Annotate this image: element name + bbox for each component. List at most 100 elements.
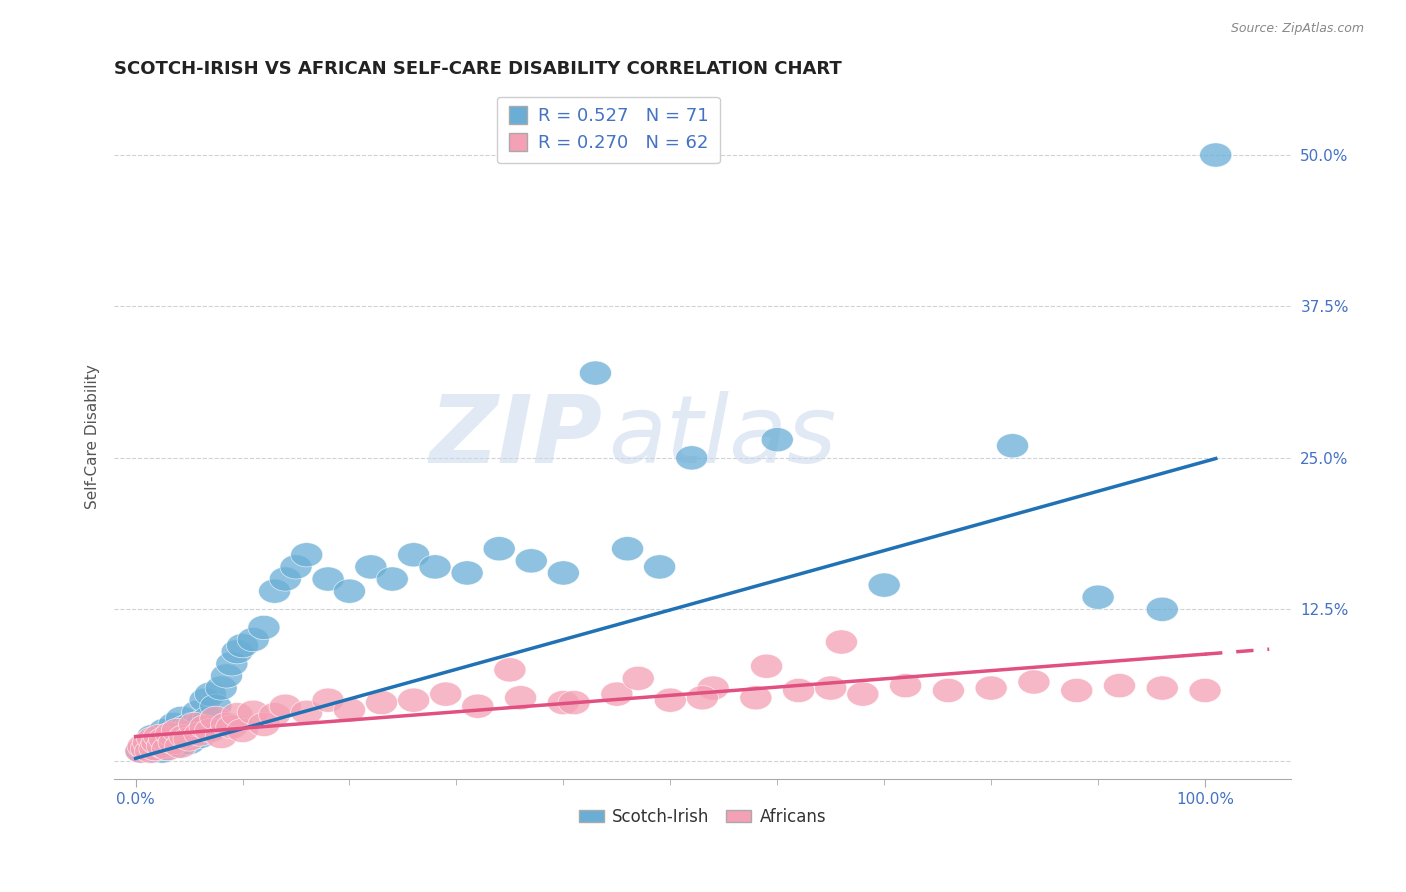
Ellipse shape bbox=[162, 718, 194, 742]
Ellipse shape bbox=[139, 734, 172, 758]
Ellipse shape bbox=[186, 710, 218, 734]
Ellipse shape bbox=[149, 727, 180, 751]
Ellipse shape bbox=[825, 630, 858, 654]
Y-axis label: Self-Care Disability: Self-Care Disability bbox=[86, 364, 100, 509]
Ellipse shape bbox=[398, 688, 430, 713]
Ellipse shape bbox=[890, 673, 922, 698]
Ellipse shape bbox=[134, 731, 166, 755]
Ellipse shape bbox=[676, 446, 707, 470]
Ellipse shape bbox=[997, 434, 1029, 458]
Ellipse shape bbox=[270, 567, 301, 591]
Ellipse shape bbox=[143, 734, 176, 758]
Ellipse shape bbox=[547, 690, 579, 714]
Ellipse shape bbox=[238, 627, 270, 652]
Ellipse shape bbox=[215, 652, 247, 676]
Ellipse shape bbox=[814, 676, 846, 700]
Ellipse shape bbox=[146, 739, 179, 764]
Ellipse shape bbox=[740, 686, 772, 710]
Ellipse shape bbox=[181, 700, 214, 724]
Text: atlas: atlas bbox=[609, 392, 837, 483]
Ellipse shape bbox=[157, 713, 190, 737]
Ellipse shape bbox=[142, 731, 174, 755]
Ellipse shape bbox=[505, 686, 537, 710]
Ellipse shape bbox=[149, 718, 180, 742]
Ellipse shape bbox=[167, 724, 200, 748]
Ellipse shape bbox=[128, 737, 160, 761]
Ellipse shape bbox=[160, 734, 193, 758]
Ellipse shape bbox=[194, 682, 226, 706]
Ellipse shape bbox=[125, 739, 157, 764]
Ellipse shape bbox=[280, 555, 312, 579]
Ellipse shape bbox=[259, 703, 291, 727]
Ellipse shape bbox=[558, 690, 591, 714]
Ellipse shape bbox=[152, 727, 184, 751]
Ellipse shape bbox=[515, 549, 547, 573]
Ellipse shape bbox=[333, 579, 366, 603]
Ellipse shape bbox=[654, 688, 686, 713]
Ellipse shape bbox=[211, 713, 242, 737]
Ellipse shape bbox=[135, 739, 166, 764]
Ellipse shape bbox=[136, 727, 169, 751]
Ellipse shape bbox=[1018, 670, 1050, 694]
Ellipse shape bbox=[612, 537, 644, 561]
Ellipse shape bbox=[200, 694, 232, 718]
Ellipse shape bbox=[157, 731, 190, 755]
Ellipse shape bbox=[132, 739, 165, 764]
Ellipse shape bbox=[165, 727, 197, 751]
Text: SCOTCH-IRISH VS AFRICAN SELF-CARE DISABILITY CORRELATION CHART: SCOTCH-IRISH VS AFRICAN SELF-CARE DISABI… bbox=[114, 60, 842, 78]
Ellipse shape bbox=[461, 694, 494, 718]
Ellipse shape bbox=[312, 567, 344, 591]
Ellipse shape bbox=[312, 688, 344, 713]
Ellipse shape bbox=[176, 713, 207, 737]
Ellipse shape bbox=[247, 615, 280, 640]
Ellipse shape bbox=[173, 731, 205, 755]
Ellipse shape bbox=[1083, 585, 1114, 609]
Ellipse shape bbox=[600, 682, 633, 706]
Ellipse shape bbox=[226, 718, 259, 742]
Ellipse shape bbox=[153, 734, 184, 758]
Ellipse shape bbox=[125, 739, 157, 764]
Ellipse shape bbox=[141, 731, 173, 755]
Ellipse shape bbox=[162, 718, 194, 742]
Ellipse shape bbox=[141, 737, 173, 761]
Ellipse shape bbox=[145, 724, 176, 748]
Ellipse shape bbox=[751, 654, 783, 678]
Ellipse shape bbox=[132, 731, 165, 755]
Ellipse shape bbox=[932, 678, 965, 703]
Ellipse shape bbox=[419, 555, 451, 579]
Ellipse shape bbox=[686, 686, 718, 710]
Ellipse shape bbox=[157, 724, 188, 748]
Ellipse shape bbox=[291, 700, 323, 724]
Ellipse shape bbox=[184, 722, 215, 747]
Text: Source: ZipAtlas.com: Source: ZipAtlas.com bbox=[1230, 22, 1364, 36]
Ellipse shape bbox=[131, 734, 162, 758]
Ellipse shape bbox=[398, 542, 430, 567]
Ellipse shape bbox=[188, 688, 221, 713]
Ellipse shape bbox=[697, 676, 730, 700]
Ellipse shape bbox=[247, 713, 280, 737]
Ellipse shape bbox=[623, 666, 654, 690]
Ellipse shape bbox=[291, 542, 323, 567]
Ellipse shape bbox=[155, 731, 187, 755]
Ellipse shape bbox=[188, 714, 221, 739]
Ellipse shape bbox=[226, 633, 259, 657]
Ellipse shape bbox=[193, 706, 225, 731]
Ellipse shape bbox=[200, 706, 232, 731]
Ellipse shape bbox=[761, 427, 793, 452]
Ellipse shape bbox=[139, 737, 172, 761]
Ellipse shape bbox=[579, 361, 612, 385]
Ellipse shape bbox=[1199, 143, 1232, 167]
Ellipse shape bbox=[377, 567, 408, 591]
Ellipse shape bbox=[153, 722, 186, 747]
Ellipse shape bbox=[205, 676, 238, 700]
Ellipse shape bbox=[152, 737, 184, 761]
Ellipse shape bbox=[238, 700, 270, 724]
Ellipse shape bbox=[136, 724, 169, 748]
Ellipse shape bbox=[547, 561, 579, 585]
Ellipse shape bbox=[165, 734, 197, 758]
Ellipse shape bbox=[430, 682, 461, 706]
Ellipse shape bbox=[333, 698, 366, 722]
Ellipse shape bbox=[1146, 676, 1178, 700]
Ellipse shape bbox=[366, 690, 398, 714]
Ellipse shape bbox=[155, 722, 187, 747]
